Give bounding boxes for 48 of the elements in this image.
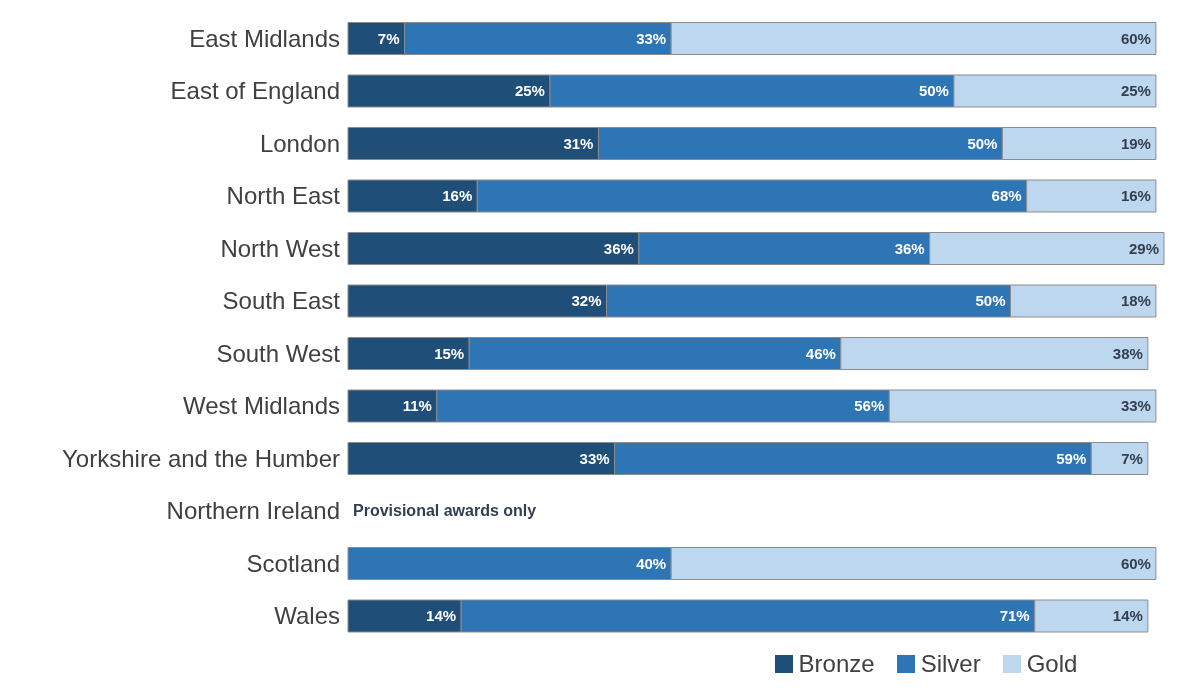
data-label: 7% bbox=[377, 29, 400, 47]
y-tick-label: West Midlands bbox=[183, 392, 340, 420]
data-label: 46% bbox=[805, 344, 836, 362]
data-label: 7% bbox=[1121, 449, 1143, 467]
data-label: 36% bbox=[894, 239, 925, 257]
y-tick-label: North East bbox=[226, 182, 341, 210]
data-label: 33% bbox=[1120, 397, 1151, 415]
y-tick-label: Northern Ireland bbox=[166, 497, 340, 525]
data-label: 50% bbox=[918, 82, 949, 100]
data-label: 29% bbox=[1128, 239, 1159, 257]
data-label: 71% bbox=[999, 607, 1030, 625]
annotation: Provisional awards only bbox=[353, 502, 537, 520]
data-label: 38% bbox=[1112, 344, 1143, 362]
data-label: 25% bbox=[1120, 82, 1151, 100]
y-tick-label: South East bbox=[222, 287, 341, 315]
data-label: 36% bbox=[603, 239, 634, 257]
y-tick-label: Wales bbox=[274, 602, 340, 630]
data-label: 60% bbox=[1120, 29, 1151, 47]
y-tick-label: North West bbox=[220, 234, 341, 262]
data-label: 18% bbox=[1120, 292, 1151, 310]
y-tick-label: London bbox=[259, 129, 340, 157]
data-label: 25% bbox=[514, 82, 545, 100]
data-label: 33% bbox=[579, 449, 610, 467]
y-tick-label: Yorkshire and the Humber bbox=[62, 444, 340, 472]
data-label: 32% bbox=[571, 292, 602, 310]
data-label: 59% bbox=[1056, 449, 1087, 467]
y-tick-label: Scotland bbox=[246, 549, 340, 577]
data-label: 19% bbox=[1120, 134, 1151, 152]
legend-label: Silver bbox=[920, 650, 981, 678]
data-label: 31% bbox=[563, 134, 594, 152]
data-label: 68% bbox=[991, 187, 1022, 205]
data-label: 15% bbox=[434, 344, 465, 362]
data-label: 56% bbox=[854, 397, 885, 415]
legend-label: Gold bbox=[1026, 650, 1078, 678]
data-label: 60% bbox=[1120, 554, 1151, 572]
data-label: 14% bbox=[426, 607, 457, 625]
y-tick-label: East of England bbox=[170, 77, 340, 105]
y-tick-label: East Midlands bbox=[189, 24, 340, 52]
data-label: 50% bbox=[975, 292, 1006, 310]
data-label: 11% bbox=[402, 397, 432, 415]
data-label: 33% bbox=[636, 29, 667, 47]
data-label: 16% bbox=[442, 187, 473, 205]
data-label: 50% bbox=[967, 134, 998, 152]
data-label: 14% bbox=[1112, 607, 1143, 625]
legend-label: Bronze bbox=[798, 650, 875, 678]
data-label: 40% bbox=[636, 554, 667, 572]
y-tick-label: South West bbox=[216, 339, 341, 367]
data-label: 16% bbox=[1120, 187, 1151, 205]
